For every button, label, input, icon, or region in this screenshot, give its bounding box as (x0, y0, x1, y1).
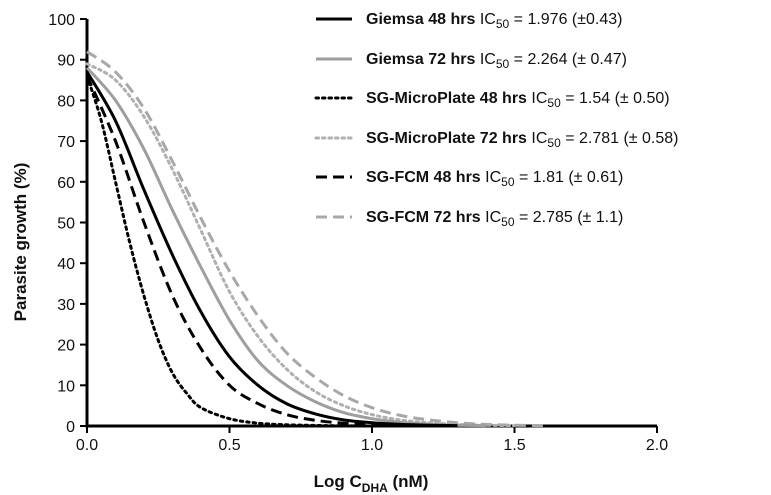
x-tick-label: 0.5 (218, 437, 240, 454)
legend-entry: Giemsa 72 hrs IC50 = 2.264 (± 0.47) (366, 51, 627, 71)
legend-entry: SG-FCM 72 hrs IC50 = 2.785 (± 1.1) (366, 209, 623, 229)
legend-entry: SG-FCM 48 hrs IC50 = 1.81 (± 0.61) (366, 169, 623, 189)
legend-ic50-value: = 1.976 (±0.43) (509, 11, 622, 28)
legend-series-name: Giemsa 48 hrs (366, 11, 480, 28)
legend-ic50-value: = 1.54 (± 0.50) (561, 90, 670, 107)
legend-ic50-value: = 1.81 (± 0.61) (515, 169, 624, 186)
legend-entry: SG-MicroPlate 48 hrs IC50 = 1.54 (± 0.50… (366, 90, 670, 110)
y-tick-label: 40 (57, 256, 75, 273)
y-tick-label: 70 (57, 134, 75, 151)
y-ticks: 0 10 20 30 40 50 60 70 80 90 100 (48, 12, 87, 436)
x-tick-label: 0.0 (76, 437, 98, 454)
y-tick-label: 100 (48, 12, 75, 29)
legend-ic50-sub: 50 (496, 17, 510, 31)
legend-ic50-sub: 50 (501, 215, 515, 229)
series-line (85, 75, 430, 428)
x-tick-label: 1.0 (361, 437, 383, 454)
y-tick-label: 90 (57, 53, 75, 70)
x-axis-title-main: Log C (314, 472, 362, 491)
legend-ic50-prefix: IC (480, 51, 496, 68)
x-tick-label: 1.5 (503, 437, 525, 454)
legend-ic50-value: = 2.785 (± 1.1) (515, 209, 624, 226)
legend-series-name: SG-MicroPlate 48 hrs (366, 90, 531, 107)
series-lines (85, 50, 544, 428)
legend-ic50-sub: 50 (501, 175, 515, 189)
legend-series-name: SG-FCM 72 hrs (366, 209, 485, 226)
legend-entry: Giemsa 48 hrs IC50 = 1.976 (±0.43) (366, 11, 623, 31)
legend-ic50-sub: 50 (496, 57, 510, 71)
legend-ic50-sub: 50 (547, 96, 561, 110)
x-axis-title: Log CDHA (nM) (314, 472, 429, 495)
x-tick-label: 2.0 (646, 437, 668, 454)
x-axis-title-sub: DHA (362, 481, 388, 495)
series-line (85, 71, 458, 428)
x-ticks: 0.0 0.5 1.0 1.5 2.0 (76, 426, 668, 454)
legend-ic50-prefix: IC (531, 90, 547, 107)
legend-ic50-prefix: IC (485, 169, 501, 186)
y-axis-title: Parasite growth (%) (11, 163, 30, 322)
legend-ic50-sub: 50 (547, 136, 561, 150)
legend-ic50-value: = 2.781 (± 0.58) (561, 130, 679, 147)
y-tick-label: 30 (57, 297, 75, 314)
legend-ic50-prefix: IC (485, 209, 501, 226)
x-axis-title-unit: (nM) (388, 472, 429, 491)
y-tick-label: 10 (57, 378, 75, 395)
legend-entry: SG-MicroPlate 72 hrs IC50 = 2.781 (± 0.5… (366, 130, 679, 150)
legend-series-name: Giemsa 72 hrs (366, 51, 480, 68)
y-tick-label: 80 (57, 93, 75, 110)
y-tick-label: 50 (57, 216, 75, 233)
legend-ic50-prefix: IC (480, 11, 496, 28)
y-tick-label: 20 (57, 338, 75, 355)
legend: Giemsa 48 hrs IC50 = 1.976 (±0.43)Giemsa… (314, 11, 679, 229)
series-line (86, 50, 544, 428)
y-tick-label: 60 (57, 175, 75, 192)
legend-series-name: SG-MicroPlate 72 hrs (366, 130, 531, 147)
series-line (85, 74, 374, 428)
legend-ic50-value: = 2.264 (± 0.47) (509, 51, 627, 68)
legend-series-name: SG-FCM 48 hrs (366, 169, 485, 186)
y-tick-label: 0 (66, 419, 75, 436)
legend-ic50-prefix: IC (531, 130, 547, 147)
